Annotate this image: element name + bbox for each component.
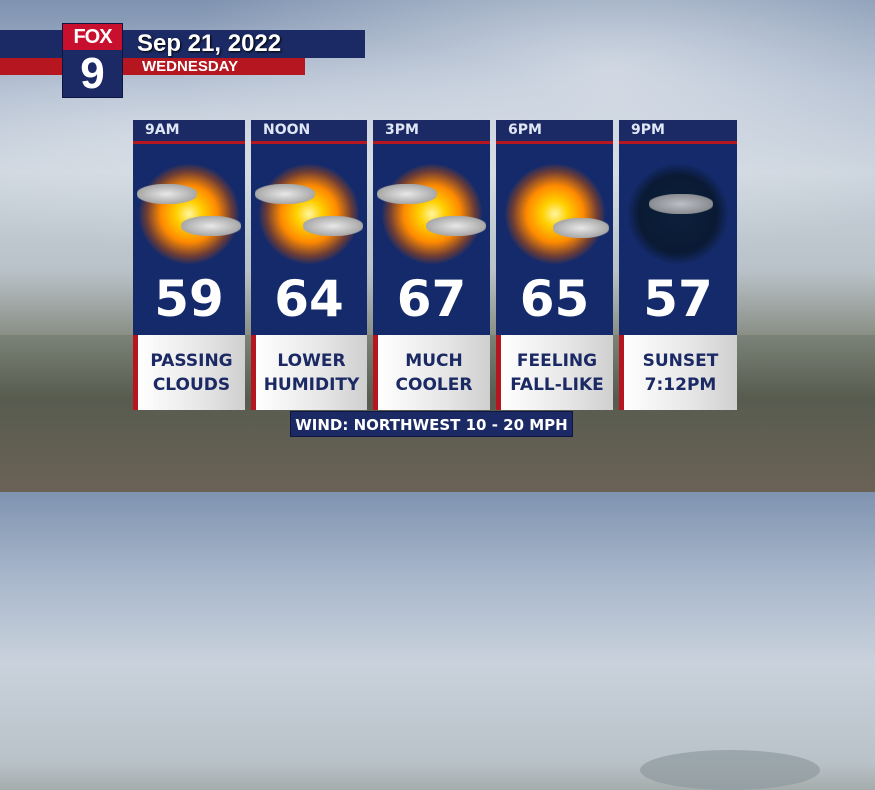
time-label: NOON [251,120,367,141]
temperature: 57 [643,270,713,328]
condition-panel: SUNSET 7:12PM [619,335,737,410]
mostly-sunny-icon [504,164,605,264]
forecast-body: 57 [619,144,737,335]
condition-line1: FEELING [516,350,598,371]
red-divider [619,141,737,144]
logo-nine: 9 [80,49,105,98]
river [640,750,820,790]
time-label: 6PM [496,120,613,141]
forecast-column: NOON 64 LOWER HUMIDITY [251,120,367,410]
time-label: 9PM [619,120,737,141]
condition-line1: PASSING [150,350,233,371]
temperature: 67 [396,270,467,328]
forecast-body: 67 [373,144,490,335]
condition-line2: CLOUDS [152,374,231,395]
forecast-body: 65 [496,144,613,335]
fox9-logo: FOX 9 [62,23,123,98]
time-label: 3PM [373,120,490,141]
partly-cloudy-night-icon [628,164,728,264]
red-divider [251,141,367,144]
forecast-body: 64 [251,144,367,335]
wind-info: WIND: NORTHWEST 10 - 20 MPH [290,411,573,437]
red-divider [133,141,245,144]
condition-line1: LOWER [277,350,346,371]
forecast-column: 9PM 57 SUNSET 7:12PM [619,120,737,410]
red-divider [373,141,490,144]
condition-line1: SUNSET [642,350,719,371]
time-label: 9AM [133,120,245,141]
condition-line2: HUMIDITY [263,374,360,395]
temperature: 65 [519,270,590,328]
condition-line2: COOLER [395,374,473,395]
condition-panel: PASSING CLOUDS [133,335,245,410]
date-banner [0,30,365,58]
weekday: WEDNESDAY [142,58,239,75]
condition-line1: MUCH [405,350,463,371]
logo-fox: FOX [63,24,122,50]
condition-line2: FALL-LIKE [510,374,604,395]
temperature: 59 [154,270,224,328]
temperature: 64 [274,270,344,328]
partly-sunny-icon [381,164,482,264]
forecast-column: 9AM 59 PASSING CLOUDS [133,120,245,410]
red-divider [496,141,613,144]
forecast-column: 3PM 67 MUCH COOLER [373,120,490,410]
condition-panel: MUCH COOLER [373,335,490,410]
forecast-column: 6PM 65 FEELING FALL-LIKE [496,120,613,410]
condition-panel: LOWER HUMIDITY [251,335,367,410]
partly-sunny-icon [139,164,239,264]
partly-sunny-icon [259,164,359,264]
condition-panel: FEELING FALL-LIKE [496,335,613,410]
forecast-body: 59 [133,144,245,335]
condition-line2: 7:12PM [644,374,717,395]
date: Sep 21, 2022 [137,30,282,57]
